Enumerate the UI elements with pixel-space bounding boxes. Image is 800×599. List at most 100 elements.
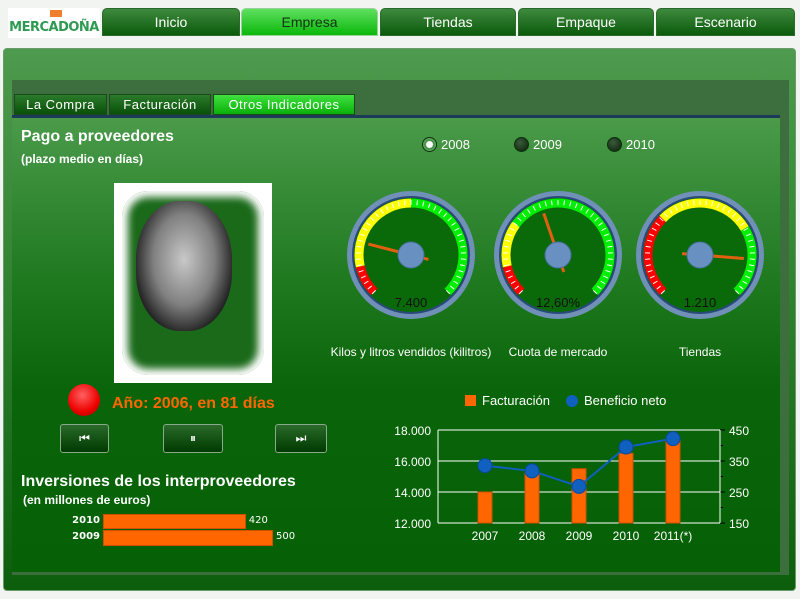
gauge-tick xyxy=(449,285,455,290)
gauge-tick xyxy=(705,200,707,206)
next-button[interactable]: ⏭ xyxy=(275,424,327,453)
gauge-tick xyxy=(600,280,606,285)
gauge-tick xyxy=(505,269,511,273)
point-beneficio xyxy=(618,439,634,455)
gauge-tick xyxy=(509,227,515,232)
gauge-tick xyxy=(433,205,437,211)
nav-inicio[interactable]: Inicio xyxy=(102,8,240,36)
gauge-tick xyxy=(593,290,598,295)
bar-facturacion xyxy=(571,468,587,524)
y-left-tick-label: 12.000 xyxy=(394,517,431,531)
gauge-tick xyxy=(604,233,610,237)
y-right-tick-label: 350 xyxy=(729,455,749,469)
gauge-value: 1.210 xyxy=(684,295,717,310)
prev-button[interactable]: ⏮ xyxy=(60,424,109,453)
year-radio-2008[interactable]: 2008 xyxy=(422,136,470,152)
gauge-tick xyxy=(603,275,609,279)
gauge-tick xyxy=(716,203,720,209)
inversion-year: 2010 xyxy=(72,515,100,526)
year-radio-2009[interactable]: 2009 xyxy=(514,136,562,152)
gauge-tick xyxy=(506,233,512,237)
gauge-tick xyxy=(722,205,726,211)
bar-facturacion xyxy=(665,440,681,524)
nav-tiendas[interactable]: Tiendas xyxy=(380,8,516,36)
pause-button[interactable]: ⏸ xyxy=(163,424,223,453)
gauge-tick xyxy=(674,205,678,211)
gauge-tick xyxy=(594,217,599,222)
year-radio-2010[interactable]: 2010 xyxy=(607,136,655,152)
gauge-tick xyxy=(590,212,595,218)
radio-icon xyxy=(514,136,529,152)
gauge-tick xyxy=(451,222,456,227)
nav-empresa[interactable]: Empresa xyxy=(241,8,378,36)
gauge-tick xyxy=(747,239,754,242)
gauge-tick xyxy=(357,239,364,242)
gauge-tick xyxy=(747,269,753,273)
basket-icon xyxy=(50,10,62,17)
skip-forward-icon: ⏭ xyxy=(295,431,307,445)
x-tick-label: 2008 xyxy=(519,529,546,543)
x-tick-label: 2009 xyxy=(566,529,593,543)
gauge-tick xyxy=(749,245,755,248)
gauge-tick xyxy=(711,201,714,207)
gauge-tick xyxy=(607,245,613,248)
gauge-tick xyxy=(686,201,689,207)
gauge-tick xyxy=(738,285,744,290)
gauge-tick xyxy=(598,222,603,227)
tab-la-compra[interactable]: La Compra xyxy=(14,94,107,115)
gauge-tick xyxy=(605,269,611,273)
gauge-tick xyxy=(745,275,751,279)
gauge-tick xyxy=(727,208,731,214)
gauge-tick xyxy=(645,264,652,267)
gauge-tick xyxy=(510,280,516,285)
gauge-label-tiendas: Tiendas xyxy=(678,345,722,359)
gauge-tick xyxy=(503,245,509,248)
gauge-zone xyxy=(354,198,412,268)
gauge-tick xyxy=(563,200,565,206)
gauge-tick xyxy=(513,222,518,227)
gauge-zone xyxy=(502,265,525,295)
gauge-tick xyxy=(596,285,602,290)
point-beneficio xyxy=(665,431,681,447)
gauge-tick xyxy=(404,200,406,206)
legend-label-facturacion: Facturación xyxy=(482,393,550,408)
y-left-tick-label: 18.000 xyxy=(394,424,431,438)
gauge-tick xyxy=(656,285,662,290)
gauge-tick xyxy=(438,208,442,214)
gauge-tick xyxy=(397,201,400,207)
gauge-tick xyxy=(358,269,364,273)
gauge-zone xyxy=(355,265,378,295)
nav-escenario[interactable]: Escenario xyxy=(656,8,795,36)
gauge-hub xyxy=(686,241,714,269)
gauge-value: 12,60% xyxy=(536,295,581,310)
gauge-tick xyxy=(743,227,749,232)
gauge-tick xyxy=(574,203,578,209)
gauge-tick xyxy=(385,205,389,211)
gauge-tick xyxy=(446,290,451,295)
gauge-tick xyxy=(651,227,657,232)
gauge-tick xyxy=(659,217,664,222)
gauge-tick xyxy=(360,275,366,279)
gauge-tick xyxy=(580,205,584,211)
gauge-tick xyxy=(518,290,523,295)
point-beneficio xyxy=(524,463,540,479)
nav-empaque[interactable]: Empaque xyxy=(518,8,654,36)
tab-facturacion[interactable]: Facturación xyxy=(109,94,211,115)
gauge-tick xyxy=(457,233,463,237)
gauge-tick xyxy=(655,222,660,227)
pago-status: Año: 2006, en 81 días xyxy=(112,395,275,412)
gauge-tick xyxy=(746,233,752,237)
inversion-year: 2009 xyxy=(72,531,100,542)
gauge-tick xyxy=(453,280,459,285)
gauge-tick xyxy=(605,239,612,242)
skip-back-icon: ⏮ xyxy=(79,431,90,445)
gauge-tick xyxy=(538,203,542,209)
gauge-tick xyxy=(359,233,365,237)
tab-otros-indicadores[interactable]: Otros Indicadores xyxy=(213,94,355,115)
gauge-tick xyxy=(422,201,425,207)
y-right-tick-label: 250 xyxy=(729,486,749,500)
gauge-tick xyxy=(507,275,513,279)
gauge-label-kilos: Kilos y litros vendidos (kilitros) xyxy=(330,345,492,359)
inversion-value: 500 xyxy=(276,531,296,542)
gauge-value: 7.400 xyxy=(395,295,428,310)
